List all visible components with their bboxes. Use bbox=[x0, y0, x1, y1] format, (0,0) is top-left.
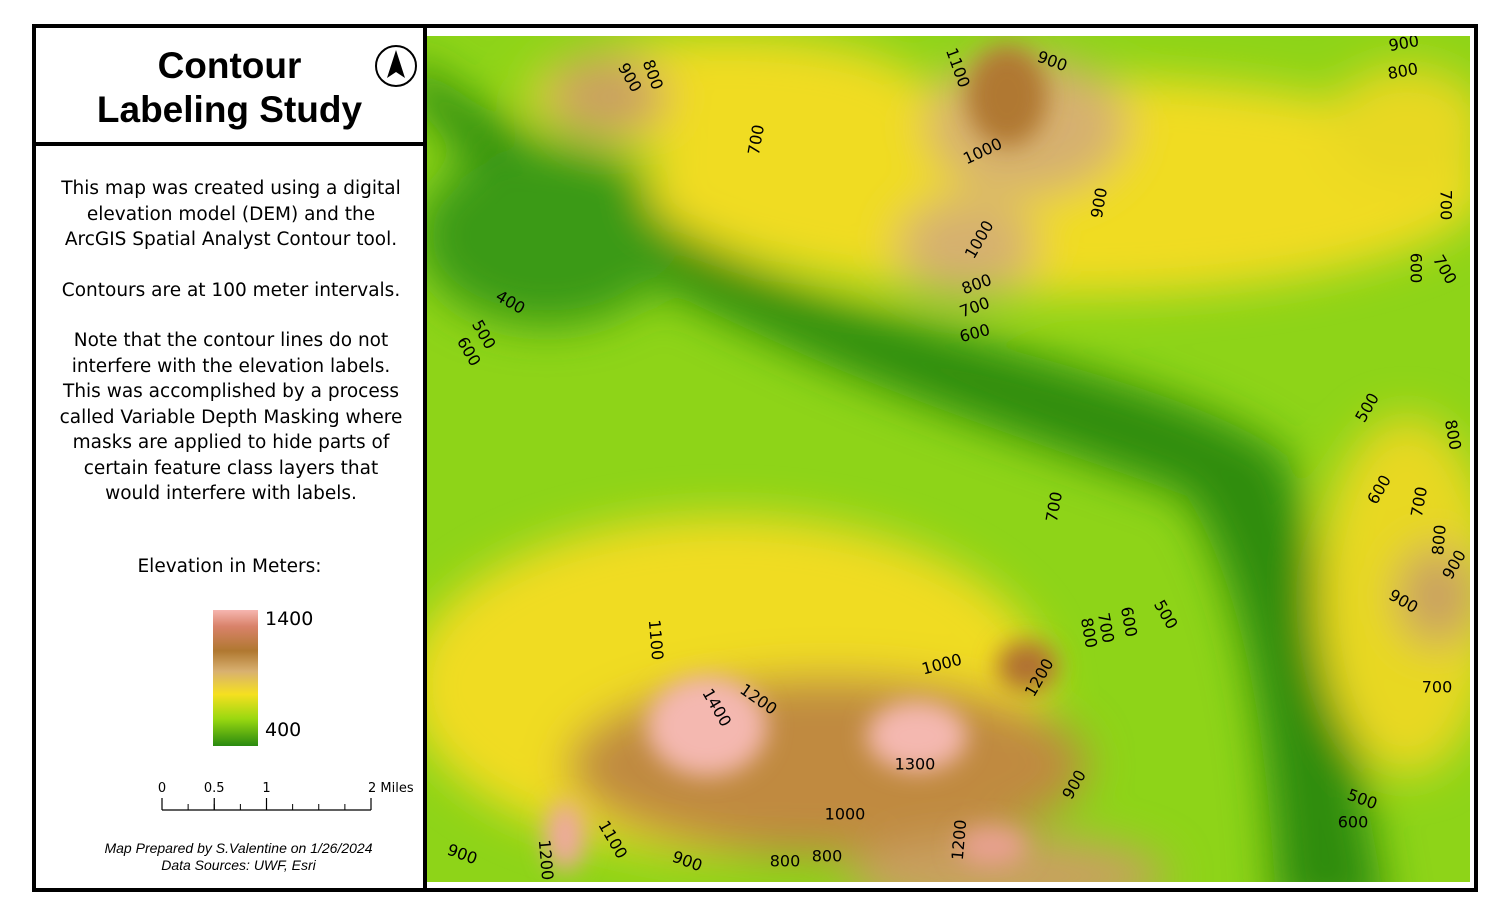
contour-label: 800 bbox=[812, 847, 843, 866]
legend: 1400 400 0 0.5 1 2 Miles bbox=[158, 608, 414, 811]
color-ramp bbox=[213, 610, 258, 746]
map-layout: Contour Labeling Study This map was crea… bbox=[32, 24, 1478, 892]
legend-title: Elevation in Meters: bbox=[137, 556, 322, 577]
contour-label: 1200 bbox=[535, 839, 557, 881]
title: Labeling Study bbox=[96, 89, 363, 130]
paragraph: Contours are at 100 meter intervals. bbox=[61, 279, 401, 301]
contour-label: 700 bbox=[1422, 678, 1453, 697]
contour-label: 1100 bbox=[645, 619, 667, 661]
contour-label: 600 bbox=[1338, 813, 1369, 832]
contour-label: 600 bbox=[1407, 253, 1426, 284]
credits: Map Prepared by S.Valentine on 1/26/2024… bbox=[36, 840, 441, 874]
title-box: Contour Labeling Study bbox=[36, 28, 423, 146]
description: This map was created using a digital ele… bbox=[56, 176, 406, 532]
scale-label: 0 bbox=[158, 781, 166, 796]
credit-line: Data Sources: UWF, Esri bbox=[161, 857, 316, 873]
contour-label: 800 bbox=[770, 852, 801, 871]
scale-label: 1 bbox=[262, 781, 270, 796]
credit-line: Map Prepared by S.Valentine on 1/26/2024 bbox=[104, 840, 373, 856]
paragraph: Note that the contour lines do not inter… bbox=[59, 330, 403, 504]
side-panel: Contour Labeling Study This map was crea… bbox=[36, 28, 427, 888]
contour-label: 900 bbox=[1387, 36, 1420, 55]
north-arrow bbox=[375, 45, 417, 87]
paragraph: This map was created using a digital ele… bbox=[61, 178, 401, 250]
contour-label: 1000 bbox=[825, 805, 866, 824]
scale-label: 2 Miles bbox=[368, 781, 414, 796]
contour-label: 800 bbox=[1428, 524, 1450, 556]
contour-label: 700 bbox=[1437, 190, 1456, 221]
scale-bar: 0 0.5 1 2 Miles bbox=[158, 781, 414, 811]
legend-low: 400 bbox=[265, 719, 301, 741]
title: Contour bbox=[157, 45, 302, 86]
contour-label: 1300 bbox=[895, 755, 936, 774]
terrain bbox=[427, 36, 1470, 882]
scale-label: 0.5 bbox=[204, 781, 225, 796]
legend-high: 1400 bbox=[265, 608, 313, 630]
contour-label: 1200 bbox=[948, 819, 970, 861]
